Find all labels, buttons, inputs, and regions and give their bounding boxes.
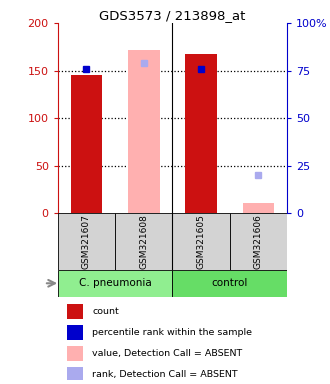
Text: rank, Detection Call = ABSENT: rank, Detection Call = ABSENT bbox=[92, 370, 238, 379]
Text: GSM321605: GSM321605 bbox=[197, 214, 206, 269]
Bar bbox=[67, 325, 83, 340]
Bar bbox=[185, 55, 217, 213]
Text: count: count bbox=[92, 307, 119, 316]
Bar bbox=[243, 204, 274, 213]
Bar bbox=[71, 75, 102, 213]
Bar bbox=[172, 270, 287, 296]
Bar bbox=[230, 213, 287, 270]
Text: GSM321606: GSM321606 bbox=[254, 214, 263, 269]
Text: value, Detection Call = ABSENT: value, Detection Call = ABSENT bbox=[92, 349, 243, 358]
Bar bbox=[67, 304, 83, 319]
Text: percentile rank within the sample: percentile rank within the sample bbox=[92, 328, 252, 337]
Text: C. pneumonia: C. pneumonia bbox=[79, 278, 151, 288]
Bar bbox=[67, 367, 83, 382]
Bar bbox=[115, 213, 173, 270]
Bar bbox=[58, 270, 173, 296]
Bar bbox=[172, 213, 230, 270]
Bar bbox=[67, 346, 83, 361]
Text: GSM321608: GSM321608 bbox=[139, 214, 148, 269]
Text: GSM321607: GSM321607 bbox=[82, 214, 91, 269]
Text: control: control bbox=[212, 278, 248, 288]
Bar bbox=[58, 213, 115, 270]
Bar bbox=[128, 50, 159, 213]
Title: GDS3573 / 213898_at: GDS3573 / 213898_at bbox=[99, 9, 246, 22]
